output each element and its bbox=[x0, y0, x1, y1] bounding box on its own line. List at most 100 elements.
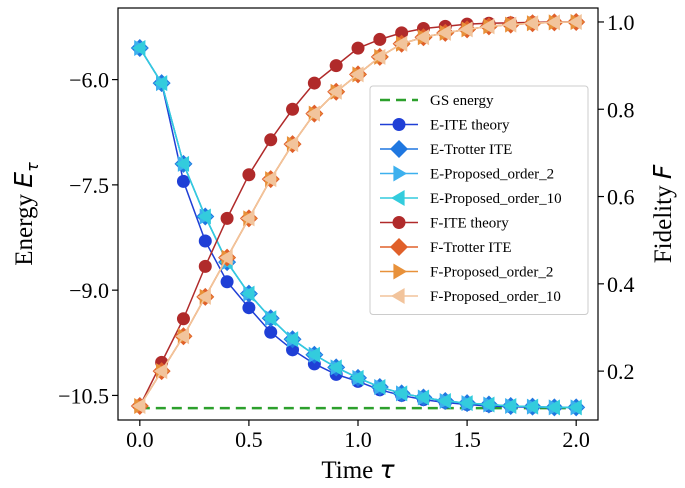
f-ite-theory-point bbox=[198, 259, 212, 273]
f-ite-theory-point bbox=[242, 168, 256, 182]
legend-label: F-Trotter ITE bbox=[430, 240, 512, 256]
y-right-tick-label: 0.2 bbox=[607, 359, 635, 384]
f-ite-theory-point bbox=[220, 211, 234, 225]
e-proposed-order-10-point bbox=[502, 397, 517, 414]
legend-label: E-ITE theory bbox=[430, 118, 510, 134]
e-proposed-order-10-point bbox=[415, 389, 430, 406]
legend-item-e-proposed-order-10: E-Proposed_order_10 bbox=[380, 190, 562, 207]
f-proposed-order-10-point bbox=[459, 21, 473, 38]
f-proposed-order-10-point bbox=[568, 13, 582, 30]
e-proposed-order-10-point bbox=[524, 398, 539, 415]
e-proposed-order-10-point bbox=[284, 331, 299, 348]
e-ite-theory-point bbox=[242, 301, 256, 315]
f-proposed-order-10-point bbox=[131, 398, 146, 415]
e-proposed-order-10-point bbox=[546, 399, 560, 416]
series-e-proposed-order-10 bbox=[131, 40, 582, 416]
legend-item-e-proposed-order-2: E-Proposed_order_2 bbox=[380, 165, 554, 183]
f-proposed-order-10-point bbox=[502, 16, 517, 33]
f-ite-theory-point bbox=[329, 59, 343, 73]
e-ite-theory-point bbox=[286, 343, 300, 357]
legend-label: GS energy bbox=[430, 93, 494, 109]
e-proposed-order-10-point bbox=[393, 385, 408, 402]
legend-label: E-Proposed_order_2 bbox=[430, 167, 554, 183]
y-left-tick-label: −6.0 bbox=[69, 68, 109, 93]
y-axis-right-label: Fidelity F bbox=[648, 164, 677, 263]
y-right-tick-label: 0.4 bbox=[607, 272, 635, 297]
f-proposed-order-10-point bbox=[306, 105, 320, 122]
legend-box bbox=[369, 85, 589, 315]
legend-item-f-ite-theory: F-ITE theory bbox=[380, 216, 509, 232]
legend-label: E-Trotter ITE bbox=[430, 142, 512, 158]
e-proposed-order-10-point bbox=[480, 396, 495, 413]
e-proposed-order-10-point bbox=[197, 208, 211, 225]
legend-item-f-proposed-order-10: F-Proposed_order_10 bbox=[380, 288, 561, 305]
legend-item-f-proposed-order-2: F-Proposed_order_2 bbox=[380, 263, 553, 281]
x-tick-label: 2.0 bbox=[562, 427, 590, 452]
legend-marker bbox=[393, 263, 407, 280]
x-tick-label: 1.0 bbox=[344, 427, 372, 452]
legend-marker bbox=[392, 216, 406, 229]
e-ite-theory-point bbox=[220, 275, 234, 289]
e-proposed-order-10-point bbox=[262, 310, 277, 327]
legend-item-f-trotter-ite: F-Trotter ITE bbox=[380, 238, 512, 256]
y-right-tick-label: 0.8 bbox=[607, 97, 635, 122]
f-ite-theory-point bbox=[307, 76, 321, 90]
f-proposed-order-10-point bbox=[524, 15, 539, 32]
y-right-tick-label: 0.6 bbox=[607, 185, 635, 210]
e-ite-theory-point bbox=[198, 234, 212, 248]
f-proposed-order-10-point bbox=[153, 363, 168, 380]
e-proposed-order-10-point bbox=[350, 369, 364, 386]
e-ite-theory-point bbox=[176, 174, 190, 188]
f-proposed-order-10-point bbox=[219, 249, 233, 266]
y-left-tick-label: −9.0 bbox=[69, 278, 109, 303]
legend: GS energy E-ITE theory E-Trotter ITE E-Prop… bbox=[369, 85, 589, 315]
f-proposed-order-10-point bbox=[175, 328, 190, 345]
legend-item-e-ite-theory: E-ITE theory bbox=[380, 118, 510, 134]
e-proposed-order-10-point bbox=[175, 155, 190, 172]
e-proposed-order-10-point bbox=[131, 40, 146, 57]
x-axis-label: Time τ bbox=[321, 455, 395, 484]
f-ite-theory-point bbox=[286, 102, 300, 116]
legend-label: F-ITE theory bbox=[430, 216, 509, 232]
f-proposed-order-10-point bbox=[240, 210, 255, 227]
f-ite-theory-point bbox=[395, 26, 409, 40]
legend-marker bbox=[393, 165, 407, 182]
f-ite-theory-point bbox=[351, 41, 365, 55]
legend-marker bbox=[390, 140, 408, 158]
e-proposed-order-10-point bbox=[306, 346, 320, 363]
e-proposed-order-10-point bbox=[568, 399, 582, 416]
legend-label: F-Proposed_order_10 bbox=[430, 289, 561, 305]
e-ite-theory-point bbox=[264, 325, 278, 339]
legend-item-gs-energy: GS energy bbox=[380, 93, 494, 109]
y-axis-left-label: Energy Eτ bbox=[9, 162, 42, 266]
f-proposed-order-10-point bbox=[437, 24, 451, 41]
series-f-proposed-order-10 bbox=[131, 13, 582, 415]
f-proposed-order-10-point bbox=[284, 136, 299, 153]
y-right-tick-label: 1.0 bbox=[607, 10, 635, 35]
f-proposed-order-10-point bbox=[197, 288, 211, 305]
e-proposed-order-10-point bbox=[240, 285, 255, 302]
f-proposed-order-10-point bbox=[371, 48, 386, 65]
x-tick-label: 0.0 bbox=[126, 427, 154, 452]
legend-label: F-Proposed_order_2 bbox=[430, 265, 553, 281]
f-proposed-order-10-point bbox=[480, 18, 495, 35]
f-ite-theory-point bbox=[176, 312, 190, 326]
e-proposed-order-10-point bbox=[371, 379, 386, 396]
f-proposed-order-10-point bbox=[350, 66, 364, 83]
legend-marker bbox=[391, 288, 405, 304]
y-left-tick-label: −10.5 bbox=[58, 383, 109, 408]
f-proposed-order-10-point bbox=[262, 171, 277, 188]
e-proposed-order-10-point bbox=[153, 75, 168, 92]
y-left-tick-label: −7.5 bbox=[69, 173, 109, 198]
legend-marker bbox=[391, 190, 405, 206]
legend-item-e-trotter-ite: E-Trotter ITE bbox=[380, 140, 512, 158]
x-tick-label: 1.5 bbox=[453, 427, 481, 452]
f-proposed-order-10-point bbox=[393, 35, 408, 52]
legend-label: E-Proposed_order_10 bbox=[430, 191, 562, 207]
e-proposed-order-10-point bbox=[328, 359, 342, 376]
f-ite-theory-point bbox=[264, 133, 278, 147]
e-proposed-order-10-point bbox=[459, 395, 473, 412]
f-proposed-order-10-point bbox=[328, 83, 342, 100]
f-proposed-order-10-point bbox=[546, 14, 560, 31]
